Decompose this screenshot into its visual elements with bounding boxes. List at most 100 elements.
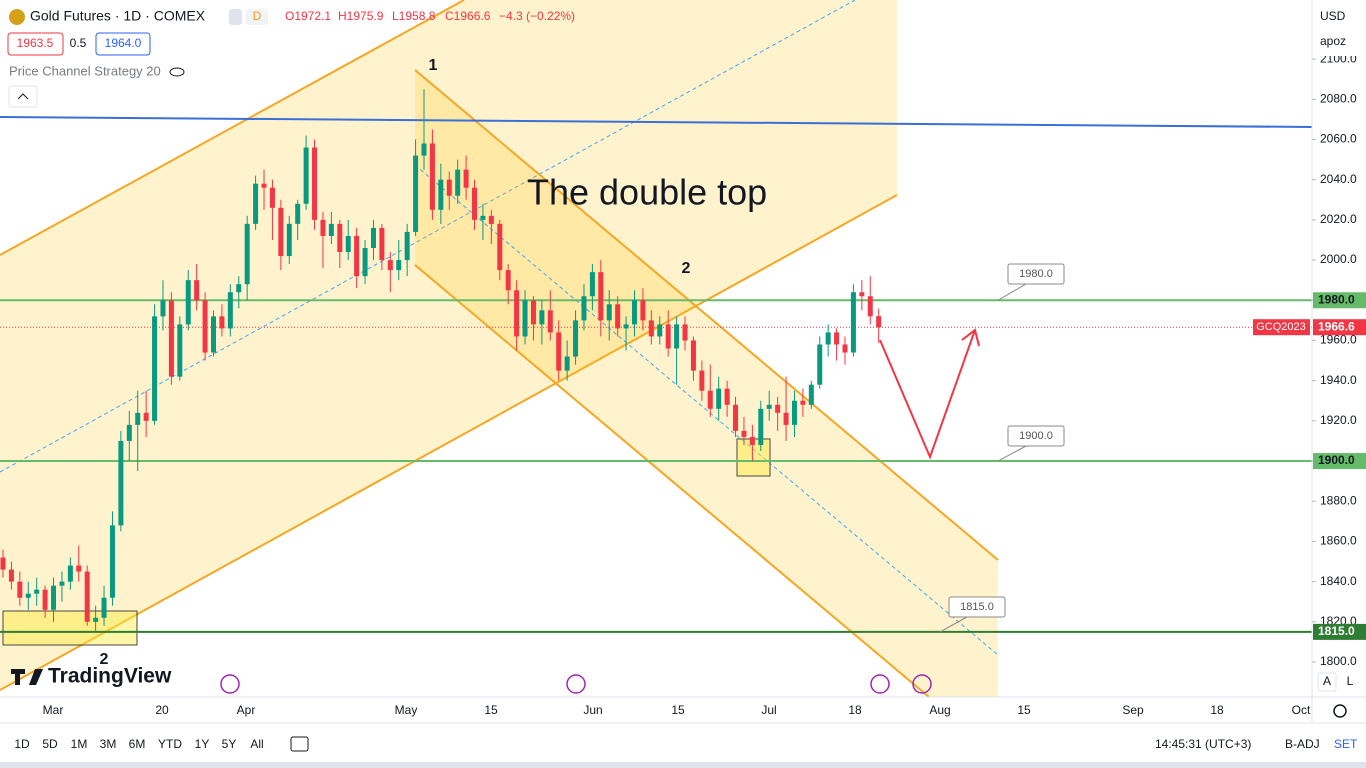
event-icon[interactable] <box>566 674 586 694</box>
y-tick-label: 1960.0 <box>1320 333 1357 347</box>
interval-button[interactable]: 5Y <box>222 737 237 751</box>
candle-body <box>404 231 410 261</box>
date-range-icon[interactable] <box>290 736 309 752</box>
candle-body <box>253 183 259 224</box>
arrow-head <box>961 328 980 347</box>
auto-scale-label[interactable]: A <box>1323 674 1331 688</box>
currency-select[interactable]: USD <box>1320 9 1346 23</box>
adjust-toggle[interactable]: B-ADJ <box>1285 737 1320 751</box>
candle-body <box>606 304 612 321</box>
candle-body <box>505 270 511 291</box>
candle-body <box>194 280 200 301</box>
x-tick-label: Sep <box>1122 703 1144 717</box>
channel-line <box>0 194 898 691</box>
callout-pointer <box>997 283 1027 301</box>
candle-body <box>674 324 680 349</box>
candle-body <box>598 272 604 321</box>
candle-body <box>859 292 865 297</box>
settings-icon[interactable] <box>1333 704 1347 718</box>
sell-button[interactable] <box>7 32 64 56</box>
session-toggle[interactable]: SET <box>1334 737 1358 751</box>
y-tick-label: 1880.0 <box>1320 493 1357 507</box>
candle-body <box>126 424 132 441</box>
visibility-icon[interactable] <box>169 67 185 77</box>
candle-body <box>370 227 376 249</box>
x-tick-label: 18 <box>1210 703 1224 717</box>
x-tick-label: Apr <box>237 703 256 717</box>
ask-price[interactable]: 1964.0 <box>105 36 142 50</box>
interval-button[interactable]: All <box>250 737 263 751</box>
y-tick-label: 1940.0 <box>1320 373 1357 387</box>
log-scale-label[interactable]: L <box>1347 674 1354 688</box>
candle-body <box>312 147 318 220</box>
interval-button[interactable]: 1M <box>71 737 88 751</box>
candle-body <box>177 324 183 377</box>
candle-body <box>17 581 23 598</box>
axes: 1800.01820.01840.01860.01880.01900.01920… <box>43 51 1366 717</box>
candle-body <box>446 179 452 196</box>
interval-button[interactable]: YTD <box>158 737 182 751</box>
x-tick-label: 20 <box>155 703 169 717</box>
candle-body <box>707 390 713 409</box>
candle-body <box>429 143 435 210</box>
bottom-toolbar: 1D 5D 1M 3M 6M YTD 1Y 5Y All <box>14 737 263 751</box>
event-icon[interactable] <box>220 674 240 694</box>
candle-body <box>825 332 831 345</box>
bottom-strip <box>0 762 1366 768</box>
x-tick-label: 15 <box>1017 703 1031 717</box>
interval-button[interactable]: 1D <box>14 737 30 751</box>
x-tick-label: 18 <box>848 703 862 717</box>
candle-body <box>817 344 823 385</box>
candle-body <box>463 169 469 188</box>
ohlc-high: H1975.9 <box>338 9 384 23</box>
candle-body <box>379 227 385 261</box>
level-badge-label: 1980.0 <box>1318 292 1355 306</box>
candle-body <box>354 235 360 277</box>
candle-body <box>185 280 191 325</box>
event-icon[interactable] <box>870 674 890 694</box>
candle-body <box>34 589 40 594</box>
y-tick-label: 1860.0 <box>1320 534 1357 548</box>
y-tick-label: 2040.0 <box>1320 172 1357 186</box>
collapse-button[interactable] <box>8 85 38 108</box>
interval-button[interactable]: 6M <box>129 737 146 751</box>
event-icon[interactable] <box>912 674 932 694</box>
bid-price[interactable]: 1963.5 <box>17 36 54 50</box>
level-badge <box>1313 623 1366 640</box>
candle-body <box>59 581 65 586</box>
clock: 14:45:31 (UTC+3) <box>1155 737 1251 751</box>
symbol-icon <box>9 9 25 25</box>
buy-button[interactable] <box>95 32 151 56</box>
candle-body <box>480 215 486 220</box>
candle-body <box>219 316 225 329</box>
auto-scale-button[interactable] <box>1317 672 1337 692</box>
x-tick-label: Jul <box>761 703 776 717</box>
candle-body <box>514 290 520 337</box>
candle-body <box>345 235 351 253</box>
interval-button[interactable]: 5D <box>42 737 58 751</box>
channel-midline <box>414 164 999 656</box>
candle-body <box>539 310 545 325</box>
candle-body <box>724 388 730 405</box>
candle-body <box>160 300 166 317</box>
candle-body <box>8 569 14 582</box>
candle-body <box>472 187 478 220</box>
candle-body <box>716 388 722 409</box>
candle-body <box>699 370 705 391</box>
unit-select[interactable]: apoz <box>1320 34 1346 48</box>
symbol-badge <box>1253 319 1310 336</box>
callout-pointer <box>997 445 1027 462</box>
candle-body <box>842 344 848 353</box>
interval-button[interactable]: 1Y <box>195 737 210 751</box>
y-tick-label: 2080.0 <box>1320 91 1357 105</box>
x-tick-label: 15 <box>671 703 685 717</box>
candle-body <box>640 300 646 321</box>
level-badge <box>1313 292 1366 309</box>
candle-body <box>295 203 301 224</box>
y-tick-label: 1800.0 <box>1320 654 1357 668</box>
annotation: 2 <box>682 260 691 277</box>
candle-body <box>152 316 158 421</box>
highlight-box <box>2 610 138 646</box>
interval-button[interactable]: 3M <box>100 737 117 751</box>
